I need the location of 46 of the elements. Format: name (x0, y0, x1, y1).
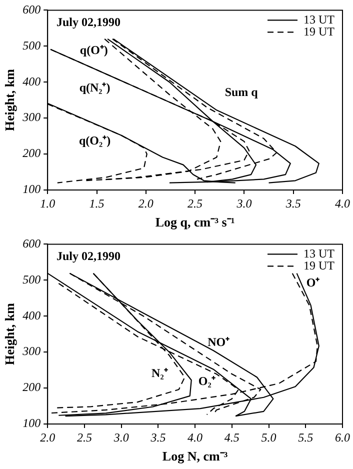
y-tick-label: 400 (22, 74, 41, 88)
legend-label: 13 UT (304, 12, 336, 26)
x-tick-label: 4.0 (335, 196, 350, 210)
x-axis-title: Log N, cm⁻³ (162, 448, 228, 464)
annotation: O₂⁺ (198, 374, 216, 388)
x-tick-label: 2.0 (40, 430, 56, 444)
annotation: Sum q (224, 85, 258, 99)
annotation: q(N₂⁺) (79, 80, 110, 94)
x-axis-title: Log q, cm⁻³ s⁻¹ (155, 214, 235, 230)
x-tick-label: 2.5 (188, 196, 203, 210)
legend-label: 19 UT (304, 24, 336, 38)
x-tick-label: 5.5 (298, 430, 314, 444)
x-tick-label: 5.0 (261, 430, 276, 444)
y-tick-label: 300 (22, 110, 41, 124)
y-axis-title: Height, km (2, 302, 18, 366)
x-tick-label: 2.0 (138, 196, 154, 210)
y-tick-label: 100 (22, 182, 41, 196)
x-tick-label: 1.0 (40, 196, 56, 210)
annotation: July 02,1990 (56, 248, 120, 263)
y-tick-label: 500 (22, 38, 41, 52)
y-tick-label: 400 (22, 308, 41, 322)
annotation: NO⁺ (208, 334, 230, 349)
y-tick-label: 600 (22, 2, 41, 16)
x-tick-label: 6.0 (335, 430, 350, 444)
x-tick-label: 2.5 (76, 430, 92, 444)
annotation: q(O⁺) (80, 42, 108, 57)
annotation: N₂⁺ (152, 366, 168, 380)
y-tick-label: 300 (22, 344, 41, 358)
y-tick-label: 200 (22, 380, 41, 394)
x-tick-label: 3.5 (284, 196, 301, 210)
annotation: July 02,1990 (56, 14, 120, 29)
y-tick-label: 100 (22, 416, 41, 430)
x-tick-label: 1.5 (89, 196, 104, 210)
annotation: O⁺ (306, 275, 320, 290)
x-tick-label: 3.5 (150, 430, 166, 444)
y-tick-label: 600 (22, 236, 41, 250)
y-axis-title: Height, km (2, 68, 18, 132)
annotation: q(O₂⁺) (78, 134, 111, 148)
x-tick-label: 4.5 (224, 430, 240, 444)
y-tick-label: 500 (22, 272, 41, 286)
legend-label: 19 UT (304, 258, 336, 272)
y-tick-label: 200 (22, 146, 41, 160)
x-tick-label: 3.0 (112, 430, 129, 444)
legend-label: 13 UT (304, 246, 336, 260)
x-tick-label: 4.0 (188, 430, 203, 444)
x-tick-label: 3.0 (236, 196, 252, 210)
